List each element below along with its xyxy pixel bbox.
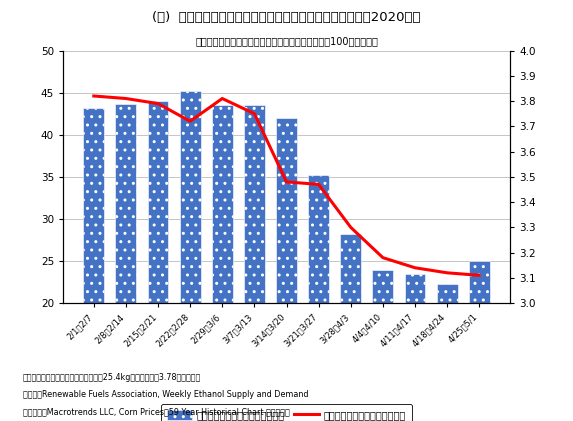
Bar bbox=[244, 105, 265, 421]
Bar bbox=[116, 104, 136, 421]
Text: （注）トウモロコシの１ブッシェルは25.4kg、１ガロンは3.78リットル。: （注）トウモロコシの１ブッシェルは25.4kg、１ガロンは3.78リットル。 bbox=[23, 373, 201, 381]
Text: （単位：右目盛りブッシェル当たりドル、左目盛り100万ガロン）: （単位：右目盛りブッシェル当たりドル、左目盛り100万ガロン） bbox=[195, 36, 378, 46]
Bar bbox=[212, 105, 233, 421]
Bar bbox=[180, 91, 201, 421]
Bar bbox=[437, 284, 457, 421]
Bar bbox=[308, 175, 329, 421]
Bar bbox=[148, 101, 168, 421]
Bar bbox=[469, 261, 490, 421]
Bar bbox=[340, 234, 361, 421]
Bar bbox=[372, 270, 393, 421]
Text: およびMacrotrends LLC, Corn Prices・59 Year Historical Chart より作成。: およびMacrotrends LLC, Corn Prices・59 Year … bbox=[23, 407, 290, 416]
Bar bbox=[405, 274, 425, 421]
Bar bbox=[83, 108, 104, 421]
Text: (図)  米国のトウモロコシ価格とエタノール生産量の推移（2020年）: (図) 米国のトウモロコシ価格とエタノール生産量の推移（2020年） bbox=[152, 11, 421, 24]
Text: （資料）Renewable Fuels Association, Weekly Ethanol Supply and Demand: （資料）Renewable Fuels Association, Weekly … bbox=[23, 390, 308, 399]
Bar bbox=[276, 118, 297, 421]
Legend: エタノール生産日量（期間平均）, トウモロコシ価格（期間平均）: エタノール生産日量（期間平均）, トウモロコシ価格（期間平均） bbox=[162, 404, 411, 421]
